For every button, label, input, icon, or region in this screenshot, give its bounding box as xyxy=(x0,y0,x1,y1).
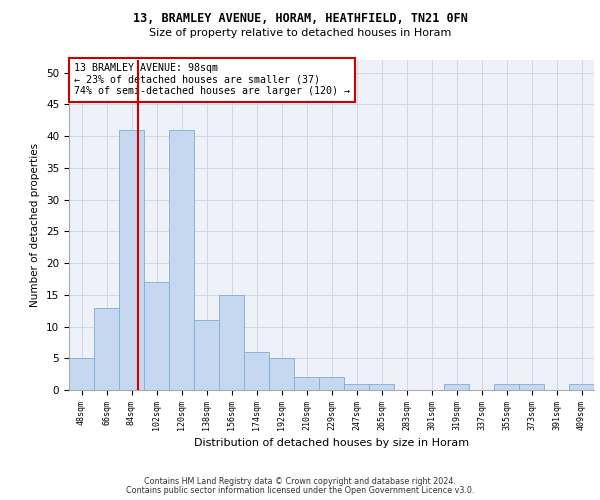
Bar xyxy=(169,130,194,390)
Text: Size of property relative to detached houses in Horam: Size of property relative to detached ho… xyxy=(149,28,451,38)
Bar xyxy=(519,384,544,390)
Bar xyxy=(344,384,369,390)
Bar xyxy=(194,320,219,390)
Text: Contains public sector information licensed under the Open Government Licence v3: Contains public sector information licen… xyxy=(126,486,474,495)
Bar xyxy=(494,384,519,390)
Bar xyxy=(119,130,144,390)
Text: 13, BRAMLEY AVENUE, HORAM, HEATHFIELD, TN21 0FN: 13, BRAMLEY AVENUE, HORAM, HEATHFIELD, T… xyxy=(133,12,467,26)
Bar xyxy=(444,384,469,390)
Bar xyxy=(69,358,94,390)
Bar xyxy=(244,352,269,390)
Text: Contains HM Land Registry data © Crown copyright and database right 2024.: Contains HM Land Registry data © Crown c… xyxy=(144,477,456,486)
Text: 13 BRAMLEY AVENUE: 98sqm
← 23% of detached houses are smaller (37)
74% of semi-d: 13 BRAMLEY AVENUE: 98sqm ← 23% of detach… xyxy=(74,64,350,96)
Bar xyxy=(219,295,244,390)
Bar xyxy=(569,384,594,390)
X-axis label: Distribution of detached houses by size in Horam: Distribution of detached houses by size … xyxy=(194,438,469,448)
Bar xyxy=(294,378,319,390)
Bar xyxy=(369,384,394,390)
Bar xyxy=(94,308,119,390)
Bar xyxy=(269,358,294,390)
Y-axis label: Number of detached properties: Number of detached properties xyxy=(31,143,40,307)
Bar xyxy=(319,378,344,390)
Bar xyxy=(144,282,169,390)
